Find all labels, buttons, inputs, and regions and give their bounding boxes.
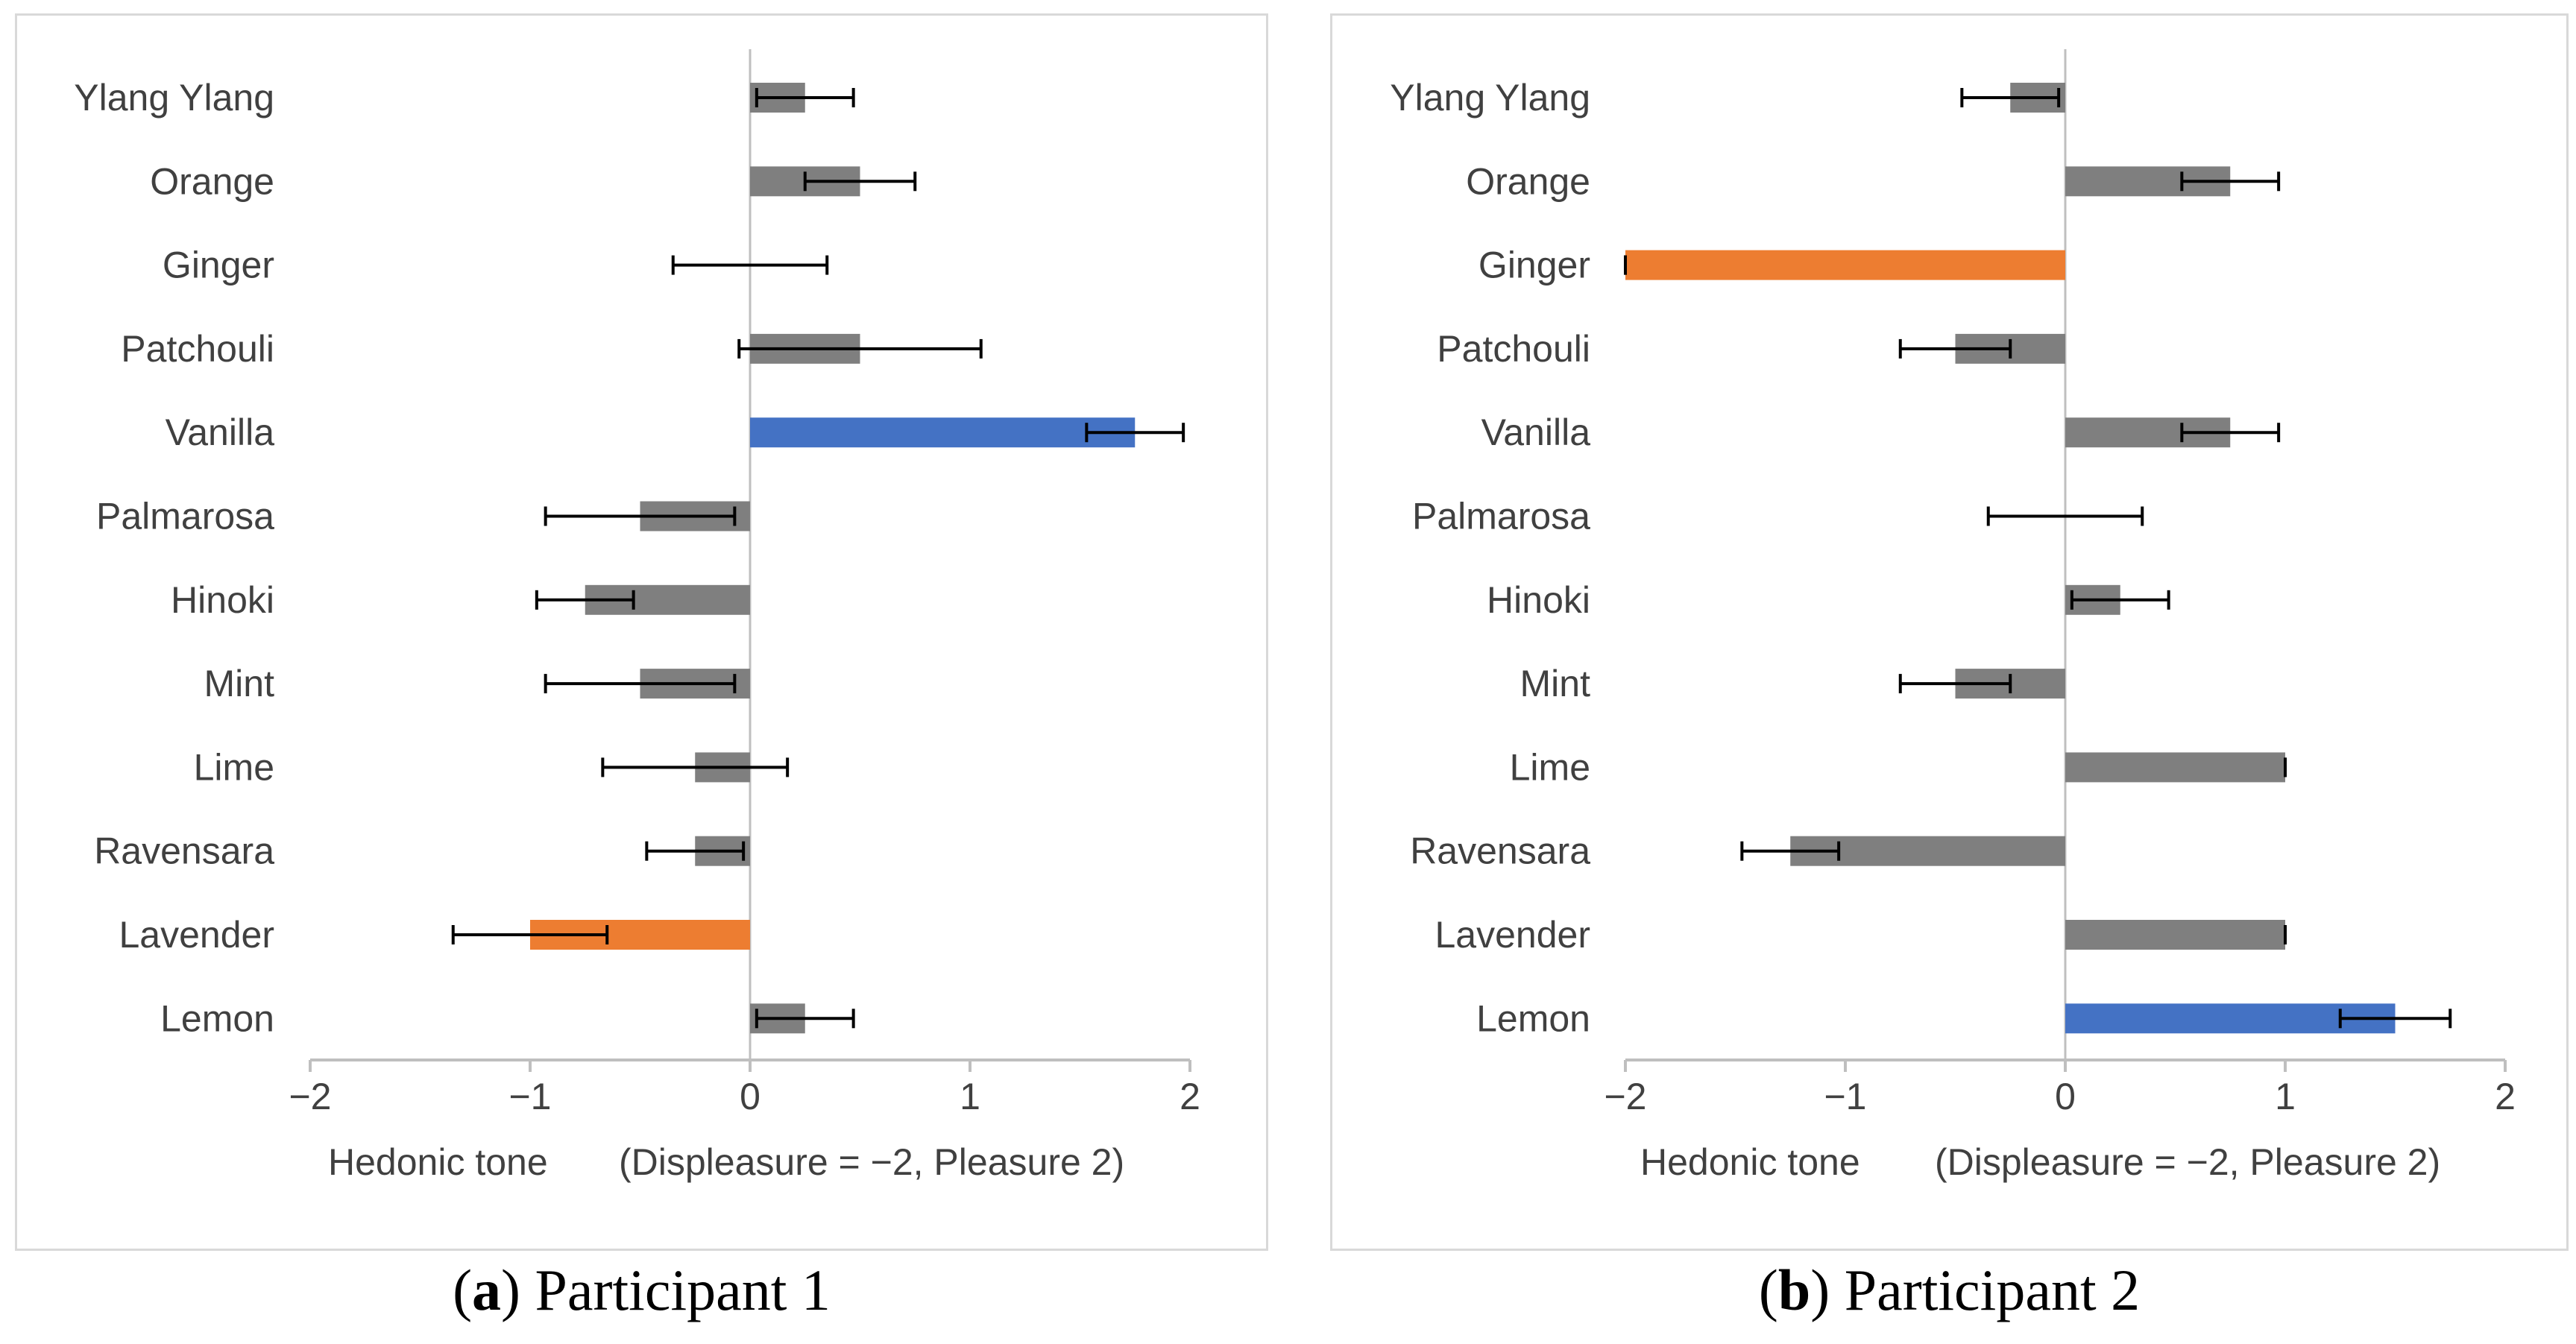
panel-a-category-label: Patchouli	[121, 328, 274, 370]
panel-a-category-label: Lavender	[119, 914, 275, 956]
panel-a-category-label: Ylang Ylang	[74, 77, 274, 119]
panel-a-caption: (a) Participant 1	[453, 1258, 831, 1322]
panel-b-category-label: Ylang Ylang	[1390, 77, 1590, 119]
panel-b-x-tick-label: 1	[2275, 1076, 2296, 1117]
panel-b-label: b	[1777, 1258, 1811, 1322]
panel-a-x-tick-label: 1	[960, 1076, 980, 1117]
panel-a-x-tick-label: −2	[289, 1076, 331, 1117]
panel-b-category-label: Lemon	[1476, 997, 1590, 1039]
panel-b-x-tick-label: 0	[2055, 1076, 2076, 1117]
panel-b-category-label: Patchouli	[1437, 328, 1590, 370]
panel-b-caption: (b) Participant 2	[1758, 1258, 2141, 1322]
panel-a-x-axis-title: Hedonic tone	[328, 1141, 548, 1183]
panel-a-x-axis-scale-note: (Displeasure = −2, Pleasure 2)	[619, 1141, 1124, 1183]
panel-a-bar	[750, 417, 1136, 448]
panel-b-frame	[1330, 13, 2569, 1251]
panel-b-x-tick-label: 2	[2495, 1076, 2516, 1117]
panel-b-caption-text: Participant 2	[1844, 1258, 2141, 1322]
panel-a-category-label: Ravensara	[94, 830, 274, 872]
panel-a-category-label: Vanilla	[166, 411, 275, 453]
panel-a-category-label: Lime	[194, 746, 274, 788]
panel-a-category-label: Lemon	[160, 997, 274, 1039]
panel-b-category-label: Hinoki	[1487, 579, 1590, 621]
panel-b-category-label: Palmarosa	[1412, 496, 1590, 537]
panel-b-x-tick-label: −1	[1824, 1076, 1866, 1117]
panel-a-frame	[15, 13, 1268, 1251]
panel-a-x-tick-label: 2	[1180, 1076, 1200, 1117]
panel-b-bar	[2065, 752, 2285, 783]
panel-b-x-axis-scale-note: (Displeasure = −2, Pleasure 2)	[1935, 1141, 2440, 1183]
panel-b-category-label: Lime	[1510, 746, 1590, 788]
panel-a-x-tick-label: −1	[508, 1076, 551, 1117]
panel-b-bar	[2065, 920, 2285, 950]
panel-a-x-tick-label: 0	[740, 1076, 760, 1117]
panel-a-category-label: Ginger	[163, 244, 274, 286]
panel-a-caption-text: Participant 1	[535, 1258, 831, 1322]
panel-b-x-axis-title: Hedonic tone	[1640, 1141, 1860, 1183]
panel-a-category-label: Orange	[150, 160, 274, 202]
panel-a-category-label: Palmarosa	[96, 496, 274, 537]
panel-b-category-label: Ravensara	[1410, 830, 1590, 872]
panel-b-category-label: Lavender	[1435, 914, 1591, 956]
panel-b-category-label: Mint	[1520, 663, 1591, 704]
panel-a-category-label: Hinoki	[171, 579, 274, 621]
panel-b-category-label: Orange	[1466, 160, 1590, 202]
panel-b-bar	[1625, 250, 2065, 280]
panel-b-x-tick-label: −2	[1604, 1076, 1646, 1117]
panel-b-category-label: Vanilla	[1481, 411, 1591, 453]
panel-a-label: a	[472, 1258, 502, 1322]
panel-a-category-label: Mint	[204, 663, 275, 704]
panel-b-category-label: Ginger	[1478, 244, 1590, 286]
